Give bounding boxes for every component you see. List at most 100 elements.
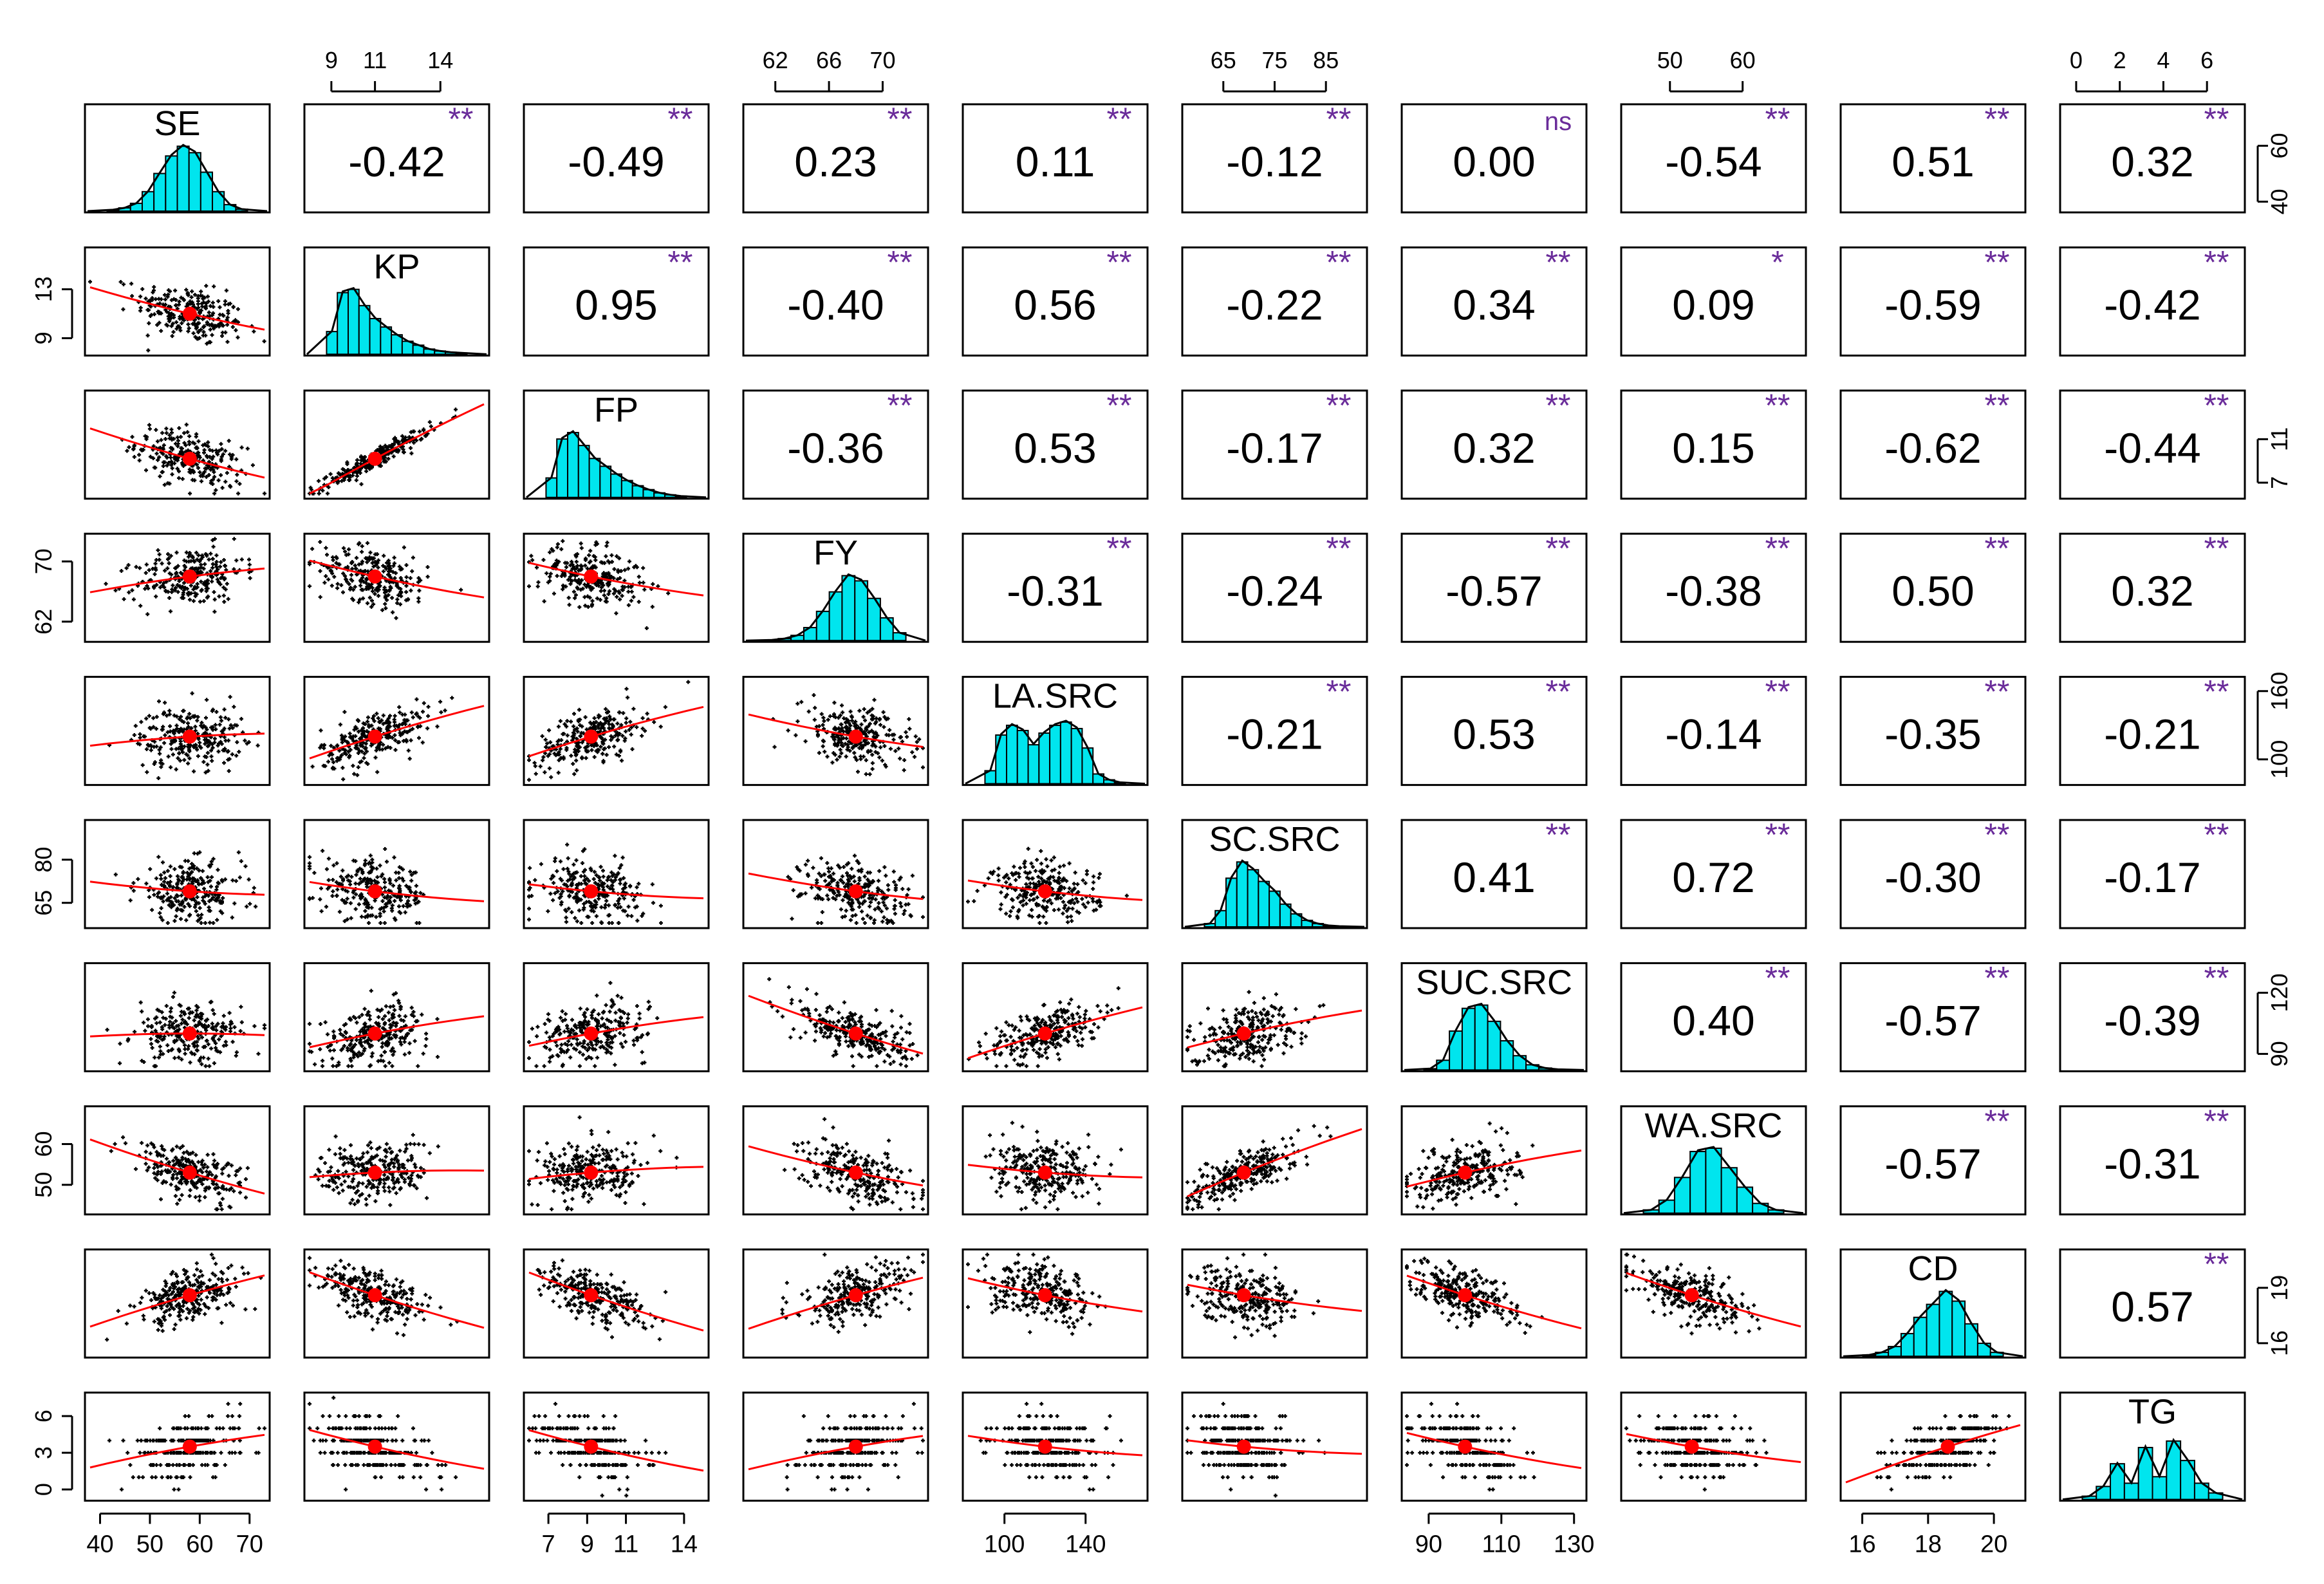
left-axis-tick-label: 3 — [30, 1446, 57, 1459]
bottom-axis-tick-label: 130 — [1554, 1531, 1594, 1558]
histogram-bar — [841, 575, 856, 642]
bottom-axis-tick-label: 110 — [1482, 1531, 1521, 1558]
scatter-points — [109, 1135, 250, 1211]
panel-frame — [1181, 962, 1368, 1072]
significance-marker: ** — [668, 244, 693, 280]
mean-point — [1236, 1026, 1251, 1041]
panel-suc-src-kp — [303, 962, 490, 1072]
panel-fy-cd: 0.50 ** — [1839, 530, 2027, 643]
panel-cd-sc-src — [1181, 1248, 1368, 1359]
significance-marker: ** — [1985, 387, 2010, 424]
panel-suc-src-se — [84, 962, 271, 1072]
panel-frame — [303, 103, 490, 214]
significance-marker: ** — [1546, 244, 1571, 280]
panel-frame — [1839, 103, 2027, 214]
histogram-bar — [1005, 724, 1018, 785]
smoother-line — [748, 1276, 924, 1330]
significance-marker: ** — [1985, 101, 2010, 137]
smoother-line — [89, 881, 265, 896]
panel-suc-src-la-src — [962, 962, 1149, 1072]
right-axis-tick-label: 60 — [2266, 133, 2292, 158]
correlation-value: 0.53 — [1453, 711, 1535, 758]
significance-marker: ** — [888, 101, 913, 137]
right-axis-tick-label: 120 — [2266, 973, 2292, 1012]
mean-point — [1037, 884, 1052, 899]
histogram-bar — [165, 155, 178, 212]
panel-cd-suc-src — [1400, 1248, 1588, 1359]
bottom-axis-tick-label: 11 — [613, 1531, 638, 1558]
panel-frame — [1620, 1248, 1807, 1359]
scatter-points — [88, 279, 266, 353]
significance-marker: ns — [1545, 107, 1572, 136]
mean-point — [1037, 1439, 1052, 1454]
mean-point — [1037, 1288, 1052, 1303]
mean-point — [367, 884, 382, 899]
panel-frame — [2059, 103, 2246, 214]
panel-frame — [1400, 246, 1588, 357]
smoother-line — [309, 1169, 485, 1179]
panel-kp-sc-src: -0.22** — [1181, 244, 1368, 357]
panel-wa-src-wa-src: WA.SRC — [1620, 1105, 1807, 1216]
scatter-points — [105, 991, 266, 1068]
panel-se-suc-src: 0.00 ns — [1400, 103, 1588, 214]
variable-label-fy: FY — [813, 534, 858, 572]
panel-tg-se — [84, 1392, 271, 1502]
significance-marker: ** — [2204, 101, 2229, 137]
panel-fy-fy: FY — [742, 532, 929, 643]
mean-point — [367, 729, 382, 744]
correlation-value: 0.11 — [1016, 138, 1095, 185]
panel-kp-suc-src: 0.34 ** — [1400, 244, 1588, 357]
top-axis-tick-label: 2 — [2114, 47, 2126, 73]
mean-point — [584, 884, 599, 899]
significance-marker: ** — [2204, 817, 2229, 853]
left-axis-tick-label: 0 — [30, 1483, 57, 1496]
panel-frame — [303, 1105, 490, 1216]
panel-kp-wa-src: 0.09 * — [1620, 244, 1807, 357]
panel-frame — [2059, 1105, 2246, 1216]
panel-frame — [2059, 819, 2246, 929]
bottom-axis-tick-label: 16 — [1848, 1531, 1875, 1558]
panel-fy-suc-src: -0.57** — [1400, 530, 1588, 643]
significance-marker: ** — [2204, 1246, 2229, 1282]
mean-point — [584, 1165, 599, 1180]
panel-cd-wa-src — [1620, 1248, 1807, 1359]
panel-suc-src-fp — [523, 962, 710, 1072]
smoother-line — [89, 732, 265, 747]
histogram-bar — [1474, 1004, 1489, 1071]
panel-frame — [523, 246, 710, 357]
histogram-bar — [1705, 1148, 1722, 1214]
correlation-value: 0.40 — [1672, 996, 1754, 1044]
significance-marker: ** — [1985, 674, 2010, 710]
panel-frame — [1839, 1105, 2027, 1216]
bottom-axis-tick-label: 140 — [1065, 1531, 1106, 1558]
scatter-points — [308, 847, 425, 925]
bottom-axis-tick-label: 90 — [1415, 1531, 1442, 1558]
correlation-value: 0.72 — [1672, 853, 1754, 901]
smoother-line — [967, 1435, 1143, 1457]
top-axis-tick-label: 9 — [325, 47, 338, 73]
density-curve — [306, 286, 487, 355]
panel-kp-fy: -0.40** — [742, 244, 929, 357]
panel-frame — [2059, 389, 2246, 500]
bottom-axis-tick-label: 7 — [542, 1531, 555, 1558]
panel-se-la-src: 0.11 ** — [962, 101, 1149, 214]
panel-frame — [1620, 389, 1807, 500]
panel-frame — [303, 532, 490, 643]
histogram-bar — [1658, 1199, 1675, 1214]
panel-sc-src-fp — [523, 819, 710, 929]
correlation-value: -0.31 — [1007, 567, 1103, 615]
significance-marker: ** — [1985, 530, 2010, 566]
scatter-points — [966, 846, 1129, 925]
smoother-line — [748, 994, 924, 1055]
smoother-line — [967, 1164, 1143, 1179]
histogram-bar — [1225, 877, 1238, 928]
panel-fp-tg: -0.44** — [2059, 387, 2246, 500]
panel-frame — [84, 246, 271, 357]
panel-frame — [1181, 1392, 1368, 1502]
panel-sc-src-se — [84, 819, 271, 929]
panel-frame — [303, 1248, 490, 1359]
correlation-value: 0.95 — [575, 281, 657, 328]
panel-frame — [84, 1248, 271, 1359]
panel-la-src-la-src: LA.SRC — [962, 676, 1149, 787]
correlation-value: 0.51 — [1892, 138, 1974, 185]
